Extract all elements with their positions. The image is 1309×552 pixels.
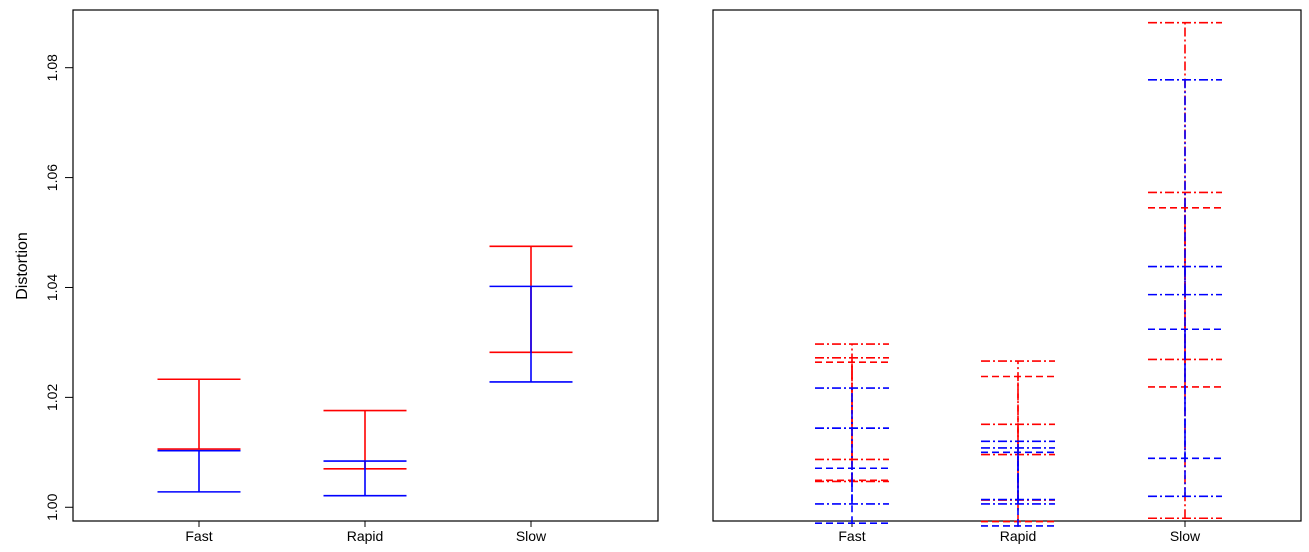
x-tick-label: Slow bbox=[516, 528, 547, 544]
error-bar bbox=[489, 285, 573, 383]
left-x-axis: Fast Rapid Slow bbox=[185, 521, 547, 544]
right-error-bars bbox=[815, 21, 1222, 527]
x-tick-label: Rapid bbox=[1000, 528, 1037, 544]
error-bar bbox=[323, 409, 407, 470]
error-bar bbox=[1148, 328, 1222, 460]
y-tick-label: 1.08 bbox=[44, 54, 60, 81]
left-y-axis: 1.00 1.02 1.04 1.06 1.08 bbox=[44, 54, 73, 521]
error-bar bbox=[981, 447, 1055, 501]
x-tick-label: Fast bbox=[838, 528, 865, 544]
right-x-axis: Fast Rapid Slow bbox=[838, 521, 1201, 544]
error-bar bbox=[157, 449, 241, 493]
error-bar bbox=[1148, 191, 1222, 520]
x-tick-label: Fast bbox=[185, 528, 212, 544]
left-error-bars bbox=[157, 245, 573, 497]
left-y-axis-label: Distortion bbox=[14, 232, 31, 300]
y-tick-label: 1.06 bbox=[44, 164, 60, 191]
x-tick-label: Rapid bbox=[347, 528, 384, 544]
error-bar bbox=[815, 357, 889, 461]
error-bar bbox=[323, 460, 407, 497]
error-bar bbox=[1148, 265, 1222, 296]
x-tick-label: Slow bbox=[1170, 528, 1201, 544]
y-tick-label: 1.02 bbox=[44, 384, 60, 411]
error-bar bbox=[157, 378, 241, 450]
y-tick-label: 1.00 bbox=[44, 493, 60, 520]
error-bar bbox=[815, 467, 889, 524]
right-plot-frame bbox=[712, 9, 1302, 522]
y-tick-label: 1.04 bbox=[44, 274, 60, 301]
